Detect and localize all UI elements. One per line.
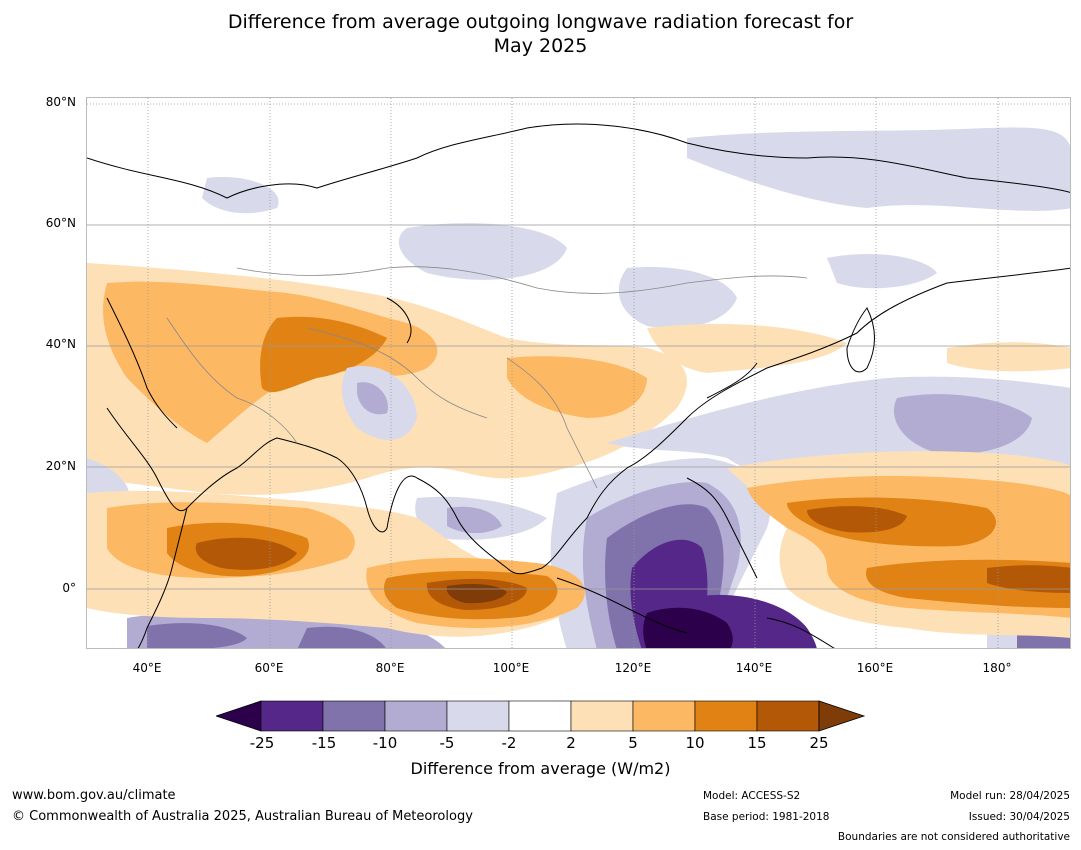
colorbar-segment: [322, 700, 386, 732]
anomaly-field-tropics: [87, 342, 1070, 638]
lon-label: 120°E: [614, 661, 652, 675]
anomaly-field-north: [202, 127, 1070, 329]
colorbar-extend-low: [216, 700, 262, 732]
colorbar-tick: 25: [809, 734, 829, 752]
lon-label: 60°E: [254, 661, 284, 675]
anomaly-field-wpac: [127, 376, 1070, 648]
lon-label: 40°E: [132, 661, 162, 675]
colorbar: [216, 700, 866, 732]
colorbar-tick: 10: [685, 734, 705, 752]
colorbar-tick: -15: [311, 734, 337, 752]
colorbar-tick: -5: [439, 734, 455, 752]
colorbar-segment: [260, 700, 324, 732]
model-run-date: Model run: 28/04/2025: [950, 790, 1070, 802]
country-borders: [166, 266, 808, 489]
lon-label: 180°: [982, 661, 1012, 675]
boundaries-disclaimer: Boundaries are not considered authoritat…: [837, 831, 1070, 843]
lat-label: 40°N: [45, 337, 76, 351]
colorbar-segment: [632, 700, 696, 732]
map-title-line1: Difference from average outgoing longwav…: [227, 11, 854, 33]
forecast-map: [86, 97, 1071, 649]
colorbar-extend-high: [818, 700, 866, 732]
graticule: [87, 98, 1070, 648]
website-link[interactable]: www.bom.gov.au/climate: [12, 788, 176, 803]
colorbar-tick: -10: [372, 734, 398, 752]
lat-label: 20°N: [45, 459, 76, 473]
colorbar-tick: 5: [628, 734, 638, 752]
base-period: Base period: 1981-2018: [703, 811, 830, 823]
lon-label: 140°E: [735, 661, 773, 675]
issued-date: Issued: 30/04/2025: [968, 811, 1070, 823]
colorbar-label: Difference from average (W/m2): [410, 759, 671, 778]
colorbar-tick: 2: [566, 734, 576, 752]
colorbar-segment: [446, 700, 510, 732]
lon-label: 100°E: [492, 661, 530, 675]
colorbar-segment: [508, 700, 572, 732]
lat-label: 0°: [62, 581, 76, 595]
copyright-text: © Commonwealth of Australia 2025, Austra…: [12, 809, 473, 824]
coastlines: [87, 123, 1070, 648]
lon-label: 80°E: [375, 661, 405, 675]
lat-label: 60°N: [45, 216, 76, 230]
colorbar-tick: -25: [249, 734, 275, 752]
colorbar-segment: [570, 700, 634, 732]
lat-label: 80°N: [45, 95, 76, 109]
colorbar-segment: [756, 700, 820, 732]
colorbar-segment: [694, 700, 758, 732]
lon-label: 160°E: [856, 661, 894, 675]
colorbar-segment: [384, 700, 448, 732]
colorbar-tick: -2: [501, 734, 517, 752]
model-name: Model: ACCESS-S2: [703, 790, 801, 802]
colorbar-tick: 15: [747, 734, 767, 752]
map-title-line2: May 2025: [493, 35, 588, 57]
anomaly-field-india-mid: [357, 382, 502, 534]
